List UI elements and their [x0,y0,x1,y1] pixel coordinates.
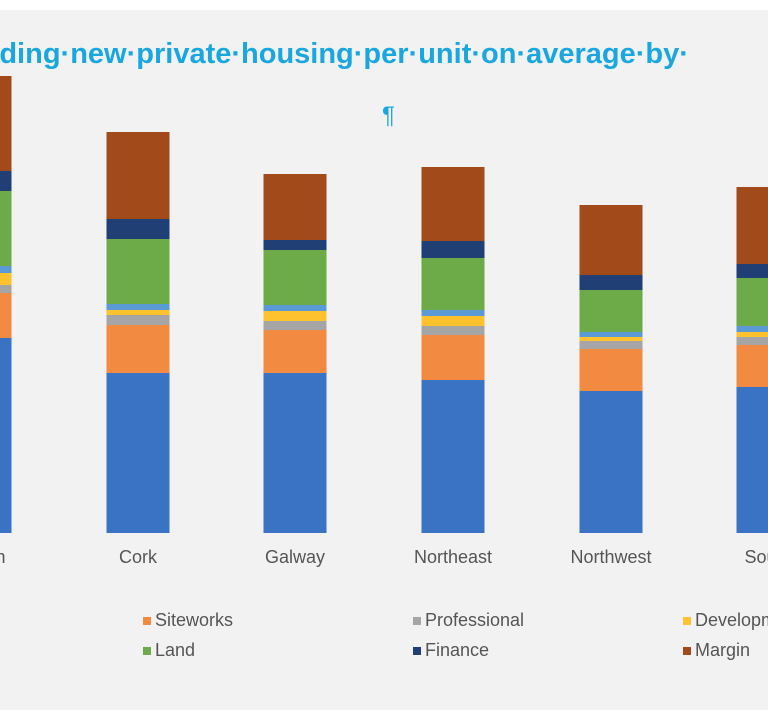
bar-segment-northwest-6 [579,275,643,290]
legend-item: Siteworks [143,610,233,631]
legend-label: Land [155,640,196,660]
x-tick-label: Northeast [414,547,492,567]
chart-title: riding·new·private·housing·per·unit·on·a… [0,38,689,70]
bar-segment-dublin-5 [0,191,12,266]
bar-segment-south-2 [736,337,768,345]
legend-item: Land [143,640,195,661]
bar-segment-northeast-5 [421,258,485,310]
legend-label: Finance [425,640,490,660]
bar-segment-cork-0 [106,373,170,533]
bar-segment-northwest-0 [579,391,643,533]
bar-segment-northeast-2 [421,326,485,335]
bar-segment-galway-5 [263,250,327,305]
legend-label: Developm [695,610,768,630]
legend-label: Siteworks [155,610,234,630]
bar-segment-galway-2 [263,321,327,330]
bar-segment-dublin-6 [0,171,12,191]
legend-swatch [683,646,691,655]
legend-label: Professional [425,610,525,630]
bar-segment-northeast-7 [421,167,485,241]
bar-segment-south-1 [736,345,768,387]
bar-segment-cork-7 [106,132,170,219]
bar-segment-cork-6 [106,219,170,239]
bar-segment-northwest-5 [579,290,643,332]
bar-segment-cork-2 [106,315,170,325]
bar-segment-northeast-1 [421,335,485,380]
bar-segment-galway-6 [263,240,327,250]
bar-segment-cork-5 [106,239,170,304]
plot-area: Dublin Cork Galway Northeast Northwest South [0,76,768,567]
bar-segment-northwest-7 [579,205,643,275]
legend-item: Margin [683,640,750,661]
chart-area: riding·new·private·housing·per·unit·on·a… [0,10,768,710]
bar-segment-northeast-4 [421,310,485,316]
bar-segment-south-3 [736,332,768,337]
x-tick-label: Northwest [570,547,651,567]
bar-segment-northwest-3 [579,337,643,341]
legend-item: Developm [683,610,768,631]
bar-segment-south-5 [736,278,768,326]
bar-segment-galway-7 [263,174,327,240]
legend-item: Professional [413,610,524,631]
legend-item: Finance [413,640,489,661]
bar-segment-south-4 [736,326,768,332]
bar-segment-northeast-6 [421,241,485,258]
bar-segment-south-0 [736,387,768,533]
x-tick-label: Cork [119,547,158,567]
bar-segment-northwest-1 [579,349,643,391]
x-tick-label: Dublin [0,547,6,567]
bar-segment-south-6 [736,264,768,278]
annotation-mark: ¶ [382,102,395,129]
legend-swatch [413,646,421,655]
legend-swatch [143,616,151,625]
bar-segment-northwest-2 [579,341,643,349]
bar-segment-south-7 [736,187,768,264]
legend-swatch [143,646,151,655]
x-tick-label: South [744,547,768,567]
bar-segment-dublin-4 [0,266,12,273]
bar-segment-dublin-1 [0,293,12,338]
bar-segment-northeast-0 [421,380,485,533]
legend-swatch [683,616,691,625]
bar-segment-galway-1 [263,330,327,373]
bar-segment-northwest-4 [579,332,643,337]
bar-segment-cork-3 [106,310,170,315]
legend-label: Margin [695,640,751,660]
legend-swatch [413,616,421,625]
bar-segment-dublin-3 [0,273,12,285]
bar-segment-dublin-7 [0,76,12,171]
bar-segment-dublin-2 [0,285,12,293]
bar-segment-cork-4 [106,304,170,310]
bar-segment-cork-1 [106,325,170,373]
bar-segment-northeast-3 [421,316,485,326]
bar-segment-galway-0 [263,373,327,533]
bar-segment-galway-4 [263,305,327,311]
x-tick-label: Galway [265,547,325,567]
bar-segment-galway-3 [263,311,327,321]
bar-segment-dublin-0 [0,338,12,533]
